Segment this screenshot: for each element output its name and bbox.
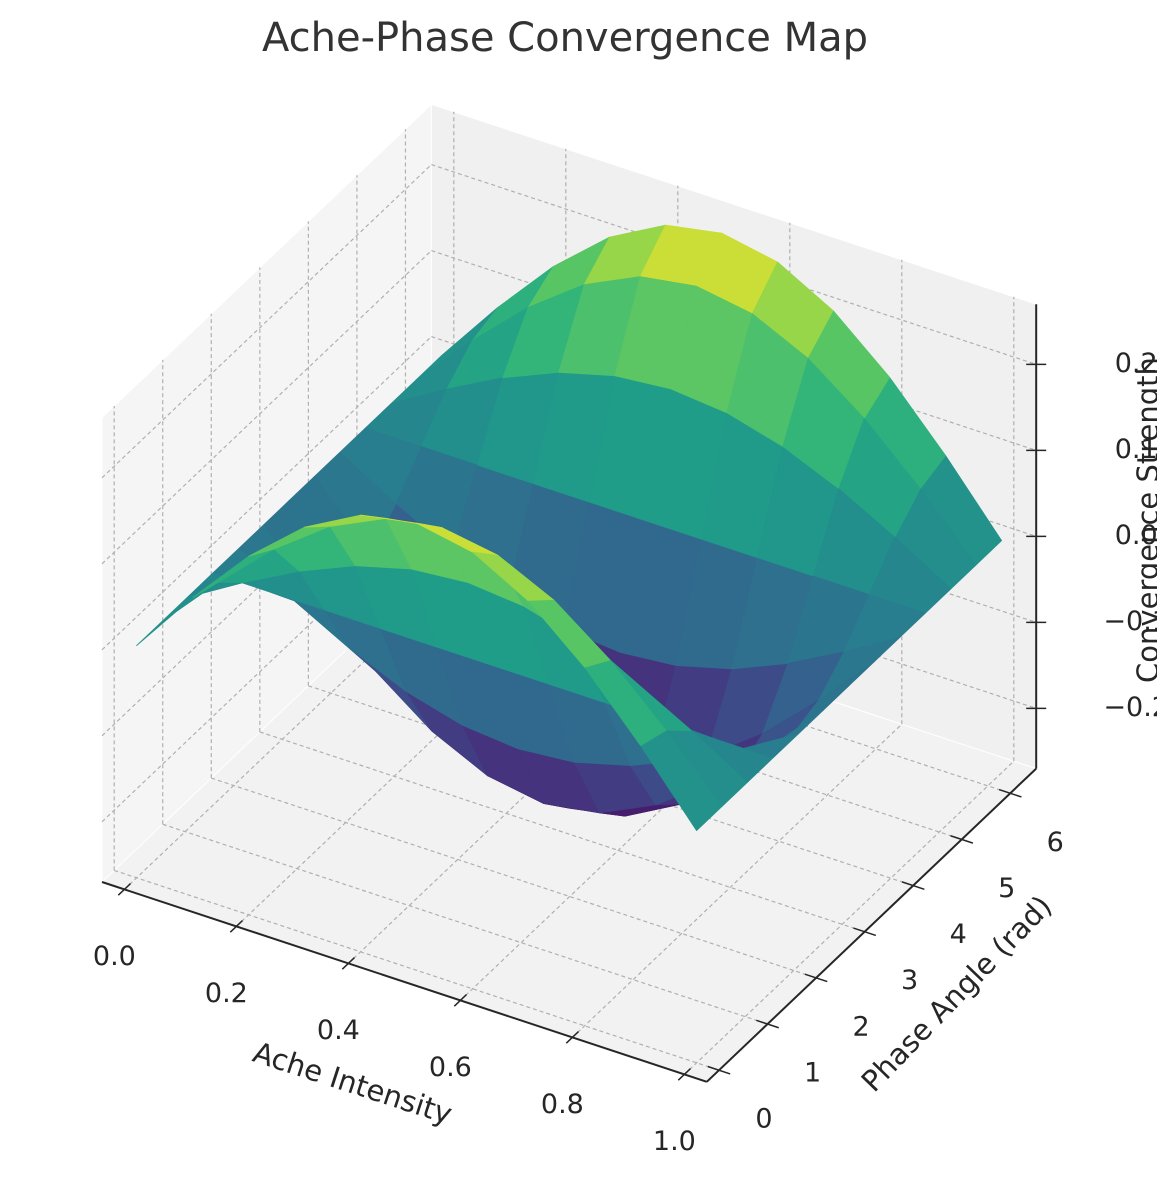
x-tick-label: 0.6	[429, 1052, 472, 1083]
tick-mark	[950, 835, 974, 844]
axes: 0.0 0.2 0.4 0.6 0.8 1.0 0 12 3 45 6 −0.2 −0.1 0.0 0.1 0…	[93, 304, 1157, 1157]
chart-title: Ache-Phase Convergence Map	[262, 15, 868, 61]
z-grid-line	[101, 336, 432, 651]
y-tick-label: 1	[804, 1058, 821, 1089]
surface-patch	[528, 599, 611, 668]
y-grid-line	[259, 731, 865, 933]
z-grid-line	[101, 250, 432, 565]
x-grid-line	[683, 760, 1015, 1075]
tick-mark	[453, 994, 468, 1007]
x-tick-label: 0.0	[93, 941, 136, 972]
tick-mark	[707, 1065, 731, 1075]
y-axis-line	[706, 767, 1037, 1083]
y-grid-line	[162, 823, 768, 1025]
tick-mark	[853, 927, 877, 937]
tick-mark	[117, 883, 132, 896]
tick-mark	[565, 1031, 580, 1044]
z-tick-label: −0.2	[1103, 692, 1157, 723]
z-grid-line	[101, 164, 432, 479]
tick-mark	[901, 881, 925, 890]
z-tick-label: −0.1	[1103, 606, 1157, 637]
z-tick-label: 0.2	[1115, 348, 1157, 379]
x-tick-label: 0.2	[205, 978, 248, 1009]
y-tick-label: 6	[1047, 827, 1064, 858]
y-tick-label: 5	[998, 873, 1015, 904]
surface	[136, 224, 1002, 831]
z-axis-label: Convergence Strength	[1131, 357, 1157, 683]
x-tick-label: 0.8	[541, 1089, 584, 1120]
y-grid-line	[211, 777, 817, 979]
y-grid-line	[114, 869, 720, 1071]
tick-mark	[756, 1019, 779, 1029]
x-tick-label: 0.4	[317, 1015, 360, 1046]
y-tick-label: 4	[950, 919, 967, 950]
z-tick-label: 0.1	[1115, 434, 1157, 465]
x-axis-line	[101, 881, 708, 1083]
y-tick-label: 0	[755, 1104, 772, 1135]
tick-mark	[677, 1068, 692, 1081]
tick-mark	[804, 973, 828, 983]
y-tick-label: 3	[901, 965, 918, 996]
x-tick-label: 1.0	[653, 1126, 696, 1157]
x-grid-line	[571, 723, 903, 1038]
tick-mark	[998, 788, 1022, 798]
tick-mark	[341, 957, 356, 970]
tick-mark	[229, 920, 244, 933]
y-tick-label: 2	[852, 1011, 869, 1042]
z-tick-label: 0.0	[1115, 520, 1157, 551]
